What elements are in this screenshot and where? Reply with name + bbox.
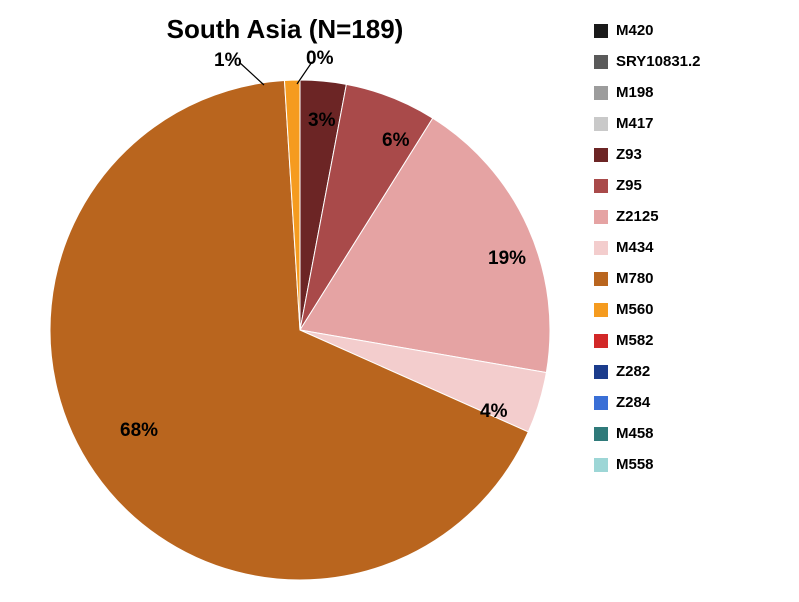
- legend-swatch: [594, 241, 608, 255]
- legend-label: Z282: [616, 363, 650, 380]
- legend-item-m417: M417: [594, 115, 701, 132]
- legend-label: M420: [616, 22, 654, 39]
- legend-item-m420: M420: [594, 22, 701, 39]
- legend-swatch: [594, 365, 608, 379]
- legend-item-m560: M560: [594, 301, 701, 318]
- legend-item-m780: M780: [594, 270, 701, 287]
- legend-label: Z93: [616, 146, 642, 163]
- legend-swatch: [594, 179, 608, 193]
- pct-label-m434: 4%: [480, 401, 507, 423]
- pct-label-z93: 3%: [308, 110, 335, 132]
- pct-label-z2125: 19%: [488, 248, 526, 270]
- chart-title: South Asia (N=189): [0, 14, 570, 45]
- legend-label: Z284: [616, 394, 650, 411]
- legend-item-m198: M198: [594, 84, 701, 101]
- legend-item-z282: Z282: [594, 363, 701, 380]
- legend-swatch: [594, 396, 608, 410]
- legend-swatch: [594, 117, 608, 131]
- legend-swatch: [594, 427, 608, 441]
- legend-item-sry10831-2: SRY10831.2: [594, 53, 701, 70]
- legend: M420 SRY10831.2 M198 M417 Z93 Z95 Z2125 M434 M78…: [594, 22, 701, 487]
- legend-label: Z2125: [616, 208, 659, 225]
- legend-label: SRY10831.2: [616, 53, 701, 70]
- legend-swatch: [594, 334, 608, 348]
- legend-item-m434: M434: [594, 239, 701, 256]
- legend-item-m558: M558: [594, 456, 701, 473]
- legend-label: M582: [616, 332, 654, 349]
- pct-label-m560: 1%: [214, 50, 241, 72]
- legend-label: M780: [616, 270, 654, 287]
- legend-item-z284: Z284: [594, 394, 701, 411]
- legend-label: Z95: [616, 177, 642, 194]
- legend-label: M434: [616, 239, 654, 256]
- pct-label-zero: 0%: [306, 48, 333, 70]
- pie-chart: [50, 80, 550, 580]
- legend-swatch: [594, 148, 608, 162]
- legend-swatch: [594, 55, 608, 69]
- legend-label: M560: [616, 301, 654, 318]
- legend-swatch: [594, 210, 608, 224]
- legend-item-z93: Z93: [594, 146, 701, 163]
- legend-swatch: [594, 303, 608, 317]
- legend-swatch: [594, 272, 608, 286]
- legend-label: M558: [616, 456, 654, 473]
- pct-label-z95: 6%: [382, 130, 409, 152]
- legend-swatch: [594, 24, 608, 38]
- legend-item-m582: M582: [594, 332, 701, 349]
- legend-item-z95: Z95: [594, 177, 701, 194]
- legend-swatch: [594, 86, 608, 100]
- legend-swatch: [594, 458, 608, 472]
- legend-label: M458: [616, 425, 654, 442]
- legend-label: M198: [616, 84, 654, 101]
- legend-item-m458: M458: [594, 425, 701, 442]
- legend-label: M417: [616, 115, 654, 132]
- pie-chart-container: { "chart": { "type": "pie", "title": "So…: [0, 0, 799, 602]
- pct-label-m780: 68%: [120, 420, 158, 442]
- legend-item-z2125: Z2125: [594, 208, 701, 225]
- pie-svg: [50, 80, 550, 580]
